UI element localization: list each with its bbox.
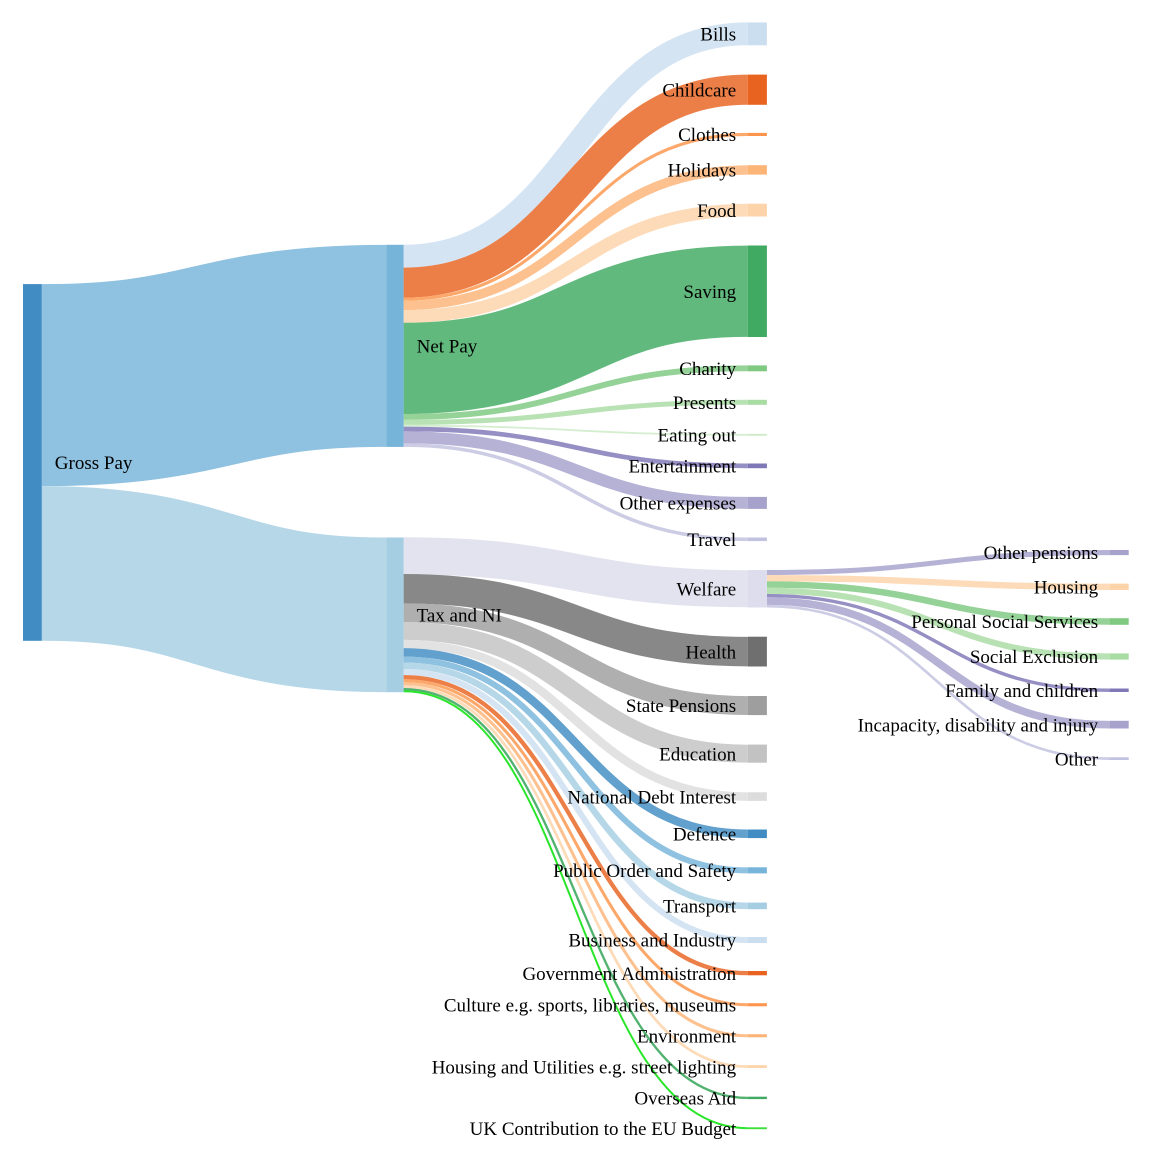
svg-text:Housing: Housing — [1034, 577, 1099, 598]
svg-text:Environment: Environment — [637, 1026, 737, 1047]
svg-text:Travel: Travel — [687, 530, 736, 551]
svg-text:Public Order and Safety: Public Order and Safety — [553, 861, 737, 882]
svg-text:Culture e.g. sports, libraries: Culture e.g. sports, libraries, museums — [444, 995, 736, 1016]
svg-text:Health: Health — [686, 642, 737, 663]
svg-text:Other expenses: Other expenses — [620, 494, 737, 515]
svg-text:Welfare: Welfare — [677, 579, 737, 600]
svg-text:Education: Education — [659, 744, 737, 765]
svg-text:Tax and NI: Tax and NI — [417, 606, 502, 627]
svg-text:National Debt Interest: National Debt Interest — [567, 787, 737, 808]
svg-text:UK Contribution to the EU Budg: UK Contribution to the EU Budget — [470, 1119, 737, 1140]
svg-text:Clothes: Clothes — [678, 125, 736, 146]
svg-text:Charity: Charity — [679, 359, 736, 380]
svg-text:Personal Social Services: Personal Social Services — [911, 612, 1098, 633]
svg-text:Housing and Utilities e.g. str: Housing and Utilities e.g. street lighti… — [432, 1057, 737, 1078]
svg-text:Saving: Saving — [683, 282, 736, 303]
svg-text:Net Pay: Net Pay — [417, 337, 478, 358]
svg-text:Gross Pay: Gross Pay — [55, 453, 133, 474]
svg-text:State Pensions: State Pensions — [626, 696, 736, 717]
svg-text:Family and children: Family and children — [945, 681, 1099, 702]
svg-text:Overseas Aid: Overseas Aid — [634, 1089, 736, 1110]
svg-text:Eating out: Eating out — [658, 425, 737, 446]
svg-text:Presents: Presents — [673, 393, 736, 414]
svg-text:Incapacity, disability and inj: Incapacity, disability and injury — [858, 715, 1099, 736]
svg-text:Government Administration: Government Administration — [522, 964, 736, 985]
svg-text:Food: Food — [697, 201, 737, 222]
svg-text:Defence: Defence — [673, 824, 736, 845]
svg-text:Business and Industry: Business and Industry — [568, 931, 736, 952]
svg-text:Entertainment: Entertainment — [629, 457, 737, 478]
svg-text:Holidays: Holidays — [668, 161, 737, 182]
svg-text:Childcare: Childcare — [662, 80, 736, 101]
svg-text:Bills: Bills — [700, 25, 736, 46]
svg-text:Other: Other — [1055, 749, 1099, 770]
svg-text:Transport: Transport — [663, 897, 737, 918]
svg-text:Social Exclusion: Social Exclusion — [970, 647, 1099, 668]
svg-text:Other pensions: Other pensions — [984, 543, 1099, 564]
